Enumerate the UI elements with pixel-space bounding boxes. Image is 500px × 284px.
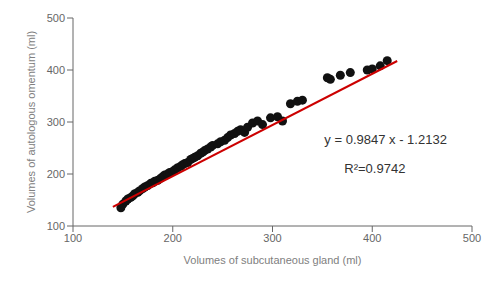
svg-text:500: 500 xyxy=(463,232,481,244)
html-text:y = 0.9847 x - 1.2132: y = 0.9847 x - 1.2132 xyxy=(324,131,447,147)
svg-text:400: 400 xyxy=(363,232,381,244)
svg-text:Volumes of subcutaneous gland: Volumes of subcutaneous gland (ml) xyxy=(184,254,362,266)
svg-text:200: 200 xyxy=(47,168,65,180)
svg-text:300: 300 xyxy=(263,232,281,244)
svg-text:200: 200 xyxy=(164,232,182,244)
svg-text:100: 100 xyxy=(64,232,82,244)
html-text:R²=0.9742: R²=0.9742 xyxy=(344,160,406,176)
svg-text:400: 400 xyxy=(47,64,65,76)
svg-text:100: 100 xyxy=(47,220,65,232)
svg-text:500: 500 xyxy=(47,12,65,24)
svg-text:300: 300 xyxy=(47,116,65,128)
svg-text:Volumes of autologous omentum: Volumes of autologous omentum (ml) xyxy=(25,31,37,213)
